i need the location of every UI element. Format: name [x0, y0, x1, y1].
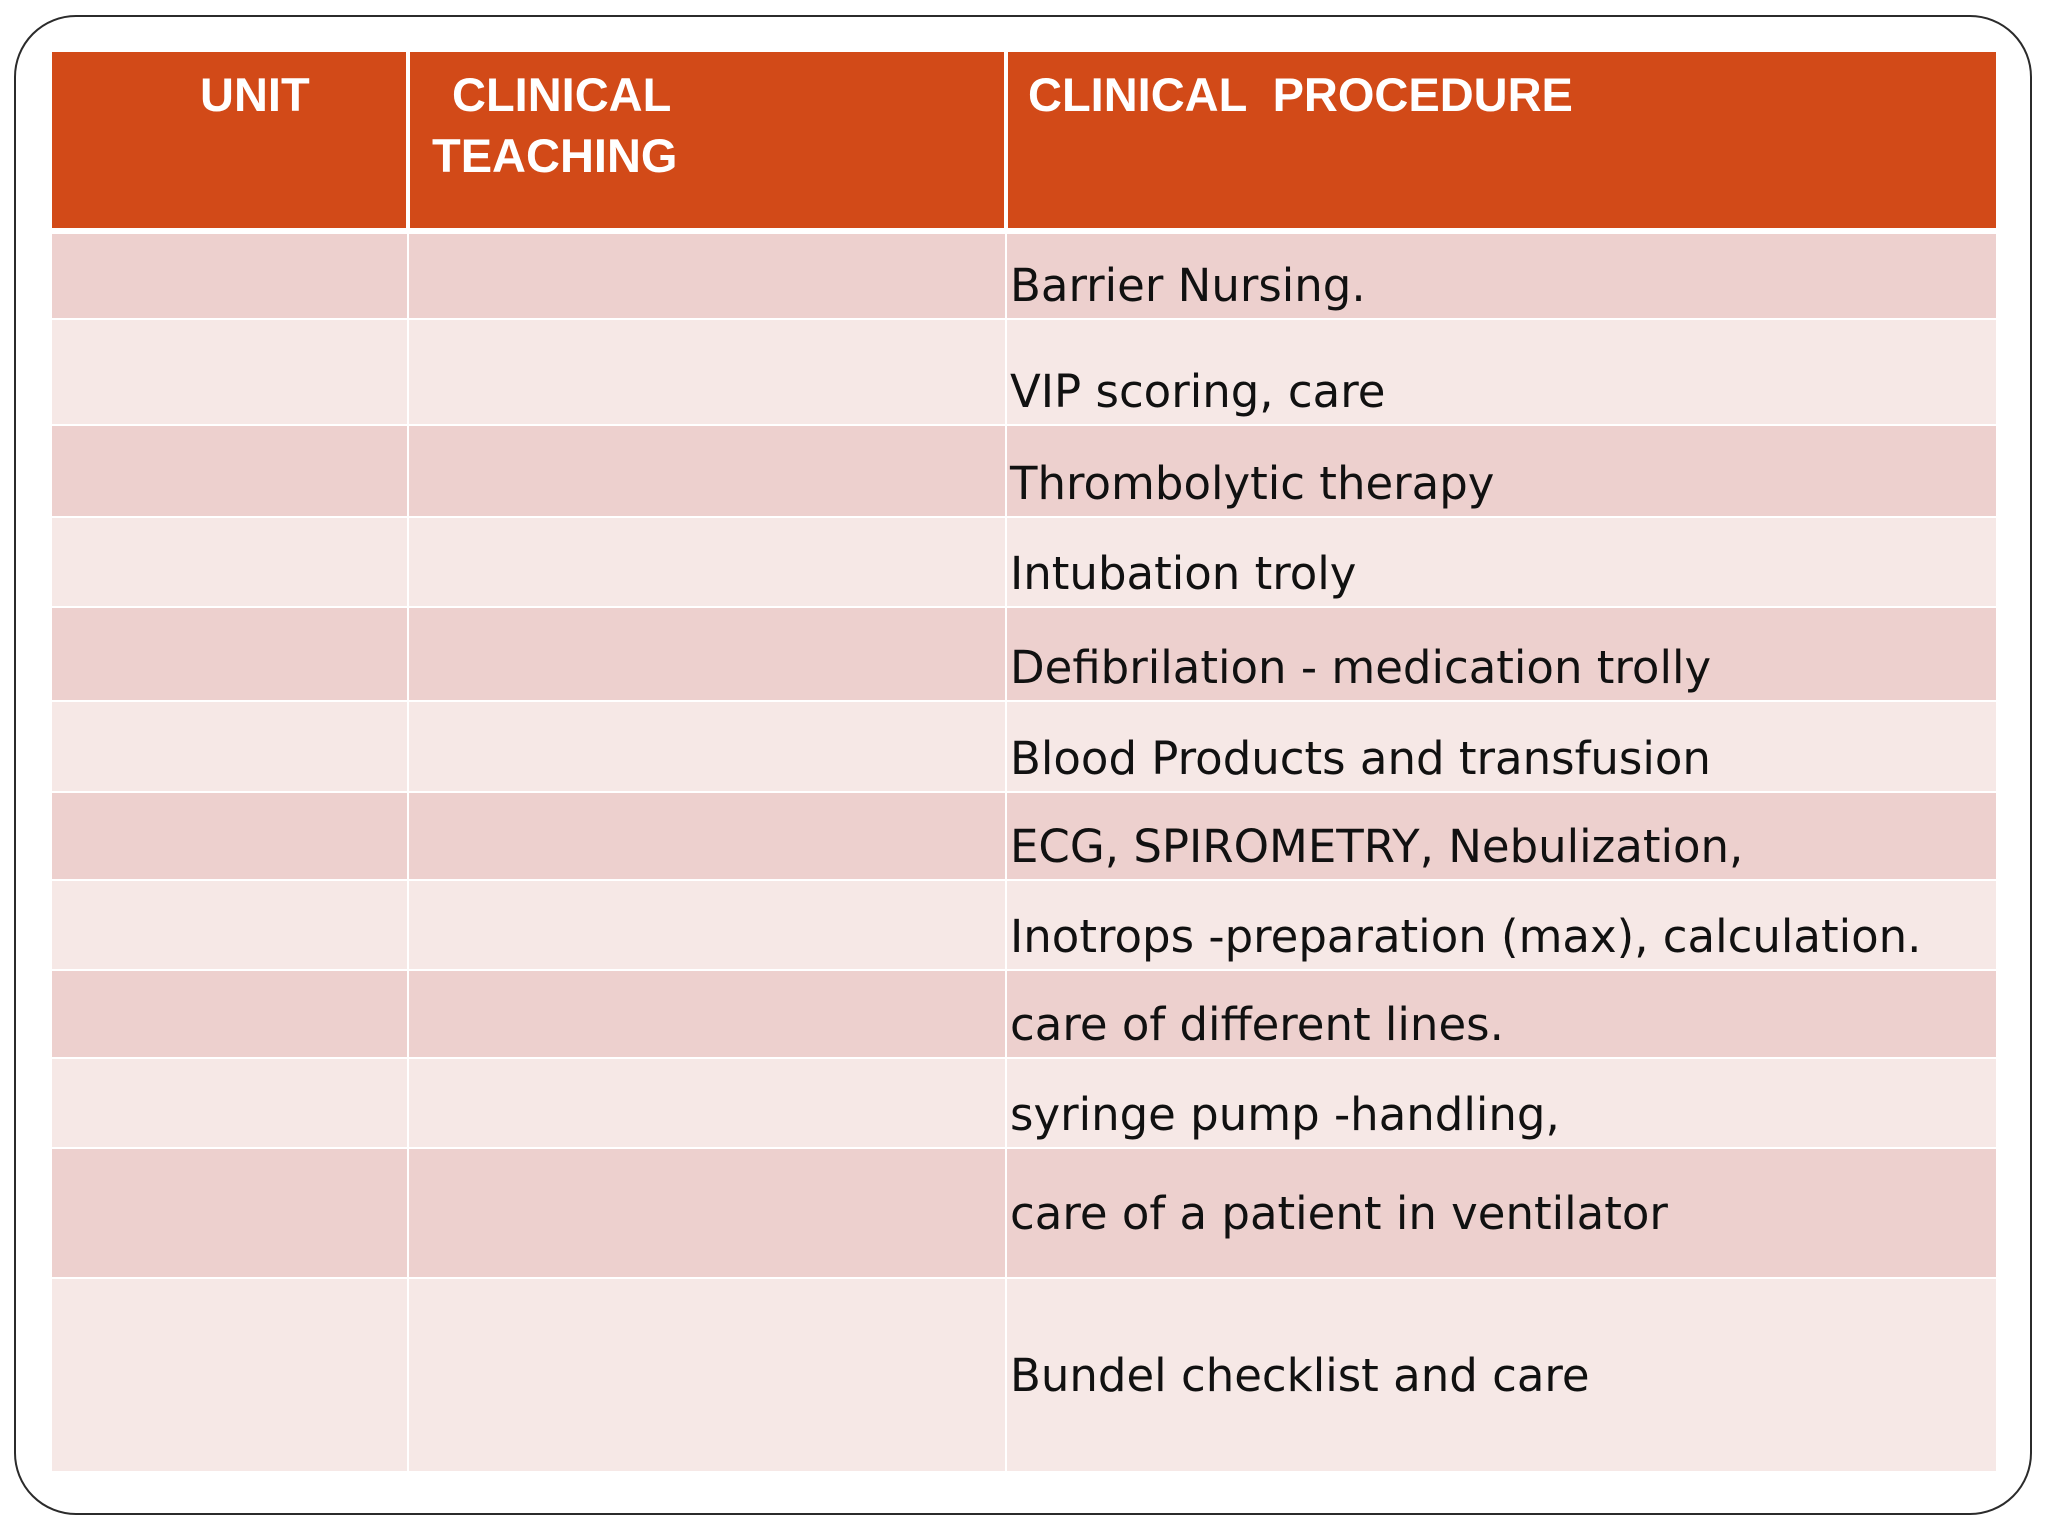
cell-teaching [408, 1148, 1007, 1279]
header-clinical-teaching: CLINICAL TEACHING [408, 52, 1008, 234]
cell-procedure: Defibrilation - medication trolly [1006, 607, 1996, 702]
header-row: UNIT CLINICAL TEACHING CLINICAL PROCEDUR… [52, 52, 1996, 234]
header-clinical-teaching-line1: CLINICAL [452, 68, 672, 121]
table: UNIT CLINICAL TEACHING CLINICAL PROCEDUR… [52, 52, 1996, 1473]
table-row: Blood Products and transfusion [52, 701, 1996, 793]
cell-unit [52, 792, 409, 881]
table-row: Defibrilation - medication trolly [52, 607, 1996, 702]
procedure-table: UNIT CLINICAL TEACHING CLINICAL PROCEDUR… [52, 52, 1996, 1473]
table-row: syringe pump -handling, [52, 1058, 1996, 1149]
cell-unit [52, 701, 409, 793]
cell-procedure: VIP scoring, care [1006, 319, 1996, 426]
cell-procedure: Bundel checklist and care [1006, 1278, 1996, 1473]
cell-teaching [408, 319, 1007, 426]
cell-procedure: Thrombolytic therapy [1006, 425, 1996, 518]
header-unit: UNIT [52, 52, 410, 234]
cell-procedure: Barrier Nursing. [1006, 231, 1996, 320]
cell-unit [52, 319, 409, 426]
cell-teaching [408, 701, 1007, 793]
table-row: care of different lines. [52, 970, 1996, 1059]
table-row: care of a patient in ventilator [52, 1148, 1996, 1279]
cell-teaching [408, 607, 1007, 702]
table-row: ECG, SPIROMETRY, Nebulization, [52, 792, 1996, 881]
header-clinical-teaching-line2: TEACHING [432, 129, 678, 182]
table-row: Barrier Nursing. [52, 231, 1996, 320]
header-clinical-procedure: CLINICAL PROCEDURE [1006, 52, 1996, 234]
cell-unit [52, 231, 409, 320]
cell-unit [52, 425, 409, 518]
cell-unit [52, 880, 409, 971]
table-row: Intubation troly [52, 517, 1996, 608]
cell-procedure: care of a patient in ventilator [1006, 1148, 1996, 1279]
cell-procedure: care of different lines. [1006, 970, 1996, 1059]
cell-teaching [408, 880, 1007, 971]
cell-teaching [408, 1058, 1007, 1149]
cell-teaching [408, 1278, 1007, 1473]
table-row: Inotrops -preparation (max), calculation… [52, 880, 1996, 971]
cell-teaching [408, 517, 1007, 608]
table-row: VIP scoring, care [52, 319, 1996, 426]
cell-teaching [408, 970, 1007, 1059]
table-row: Thrombolytic therapy [52, 425, 1996, 518]
table-row: Bundel checklist and care [52, 1278, 1996, 1473]
cell-procedure: ECG, SPIROMETRY, Nebulization, [1006, 792, 1996, 881]
cell-unit [52, 1278, 409, 1473]
cell-teaching [408, 425, 1007, 518]
cell-teaching [408, 792, 1007, 881]
cell-teaching [408, 231, 1007, 320]
cell-procedure: syringe pump -handling, [1006, 1058, 1996, 1149]
cell-unit [52, 1148, 409, 1279]
cell-unit [52, 607, 409, 702]
cell-procedure: Blood Products and transfusion [1006, 701, 1996, 793]
cell-procedure: Intubation troly [1006, 517, 1996, 608]
cell-unit [52, 970, 409, 1059]
cell-unit [52, 517, 409, 608]
cell-unit [52, 1058, 409, 1149]
cell-procedure: Inotrops -preparation (max), calculation… [1006, 880, 1996, 971]
